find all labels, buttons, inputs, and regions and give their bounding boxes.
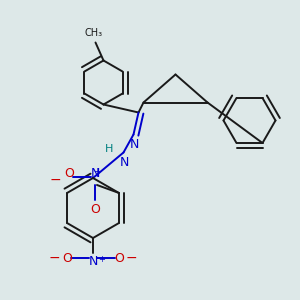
Text: +: + (94, 167, 100, 176)
Text: N: N (88, 255, 98, 268)
Text: N: N (130, 137, 139, 151)
Text: H: H (105, 145, 113, 154)
Text: −: − (126, 251, 138, 265)
Text: O: O (114, 251, 124, 265)
Text: N: N (90, 167, 100, 180)
Text: O: O (64, 167, 74, 180)
Text: O: O (90, 203, 100, 216)
Text: −: − (48, 251, 60, 265)
Text: −: − (50, 173, 61, 187)
Text: +: + (98, 255, 105, 264)
Text: CH₃: CH₃ (84, 28, 103, 38)
Text: N: N (120, 155, 129, 169)
Text: O: O (62, 251, 72, 265)
